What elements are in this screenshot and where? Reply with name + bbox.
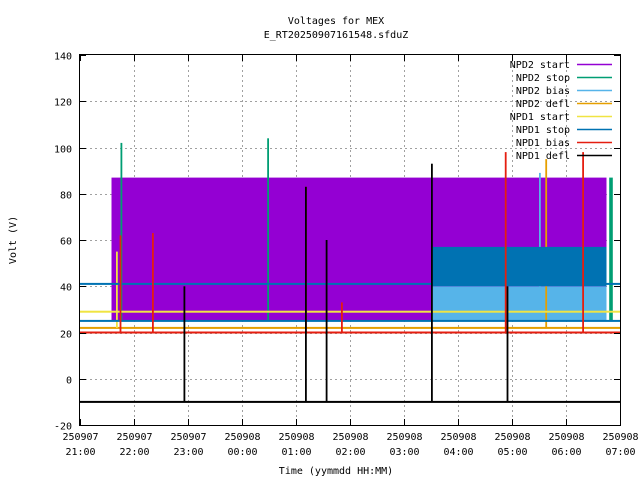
legend-label: NPD1 bias <box>516 138 570 149</box>
y-tick-label: 0 <box>66 376 72 387</box>
legend-label: NPD2 start <box>510 60 570 71</box>
data-segment <box>506 286 509 402</box>
data-segment <box>341 302 343 333</box>
series-layer <box>80 138 620 403</box>
chart-title: Voltages for MEX <box>288 16 384 27</box>
x-tick-time: 04:00 <box>443 447 473 458</box>
legend-label: NPD2 stop <box>516 73 570 84</box>
x-tick-date: 250907 <box>170 432 206 443</box>
legend: NPD2 start NPD2 stop NPD2 bias NPD2 defl NPD… <box>510 60 612 162</box>
y-tick-label: 20 <box>60 330 72 341</box>
data-segment <box>431 246 607 287</box>
series-npd1-stop <box>80 246 620 322</box>
data-segment <box>80 319 620 322</box>
data-segment <box>80 400 620 403</box>
ticks: -20 0 20 40 60 80 100 120 140 250907 21:00 250907 22… <box>54 52 639 459</box>
data-segment <box>545 159 548 328</box>
x-tick-date: 250908 <box>440 432 476 443</box>
x-tick-time: 21:00 <box>65 447 95 458</box>
plot-frame <box>79 54 621 426</box>
y-tick-label: -20 <box>54 422 72 433</box>
x-tick-time: 23:00 <box>173 447 203 458</box>
x-tick-date: 250907 <box>62 432 98 443</box>
x-tick-date: 250908 <box>224 432 260 443</box>
series-npd2-defl <box>80 159 620 329</box>
data-segment <box>431 163 433 402</box>
data-segment <box>120 142 123 321</box>
legend-label: NPD1 start <box>510 112 570 123</box>
data-segment <box>116 251 118 328</box>
y-tick-label: 100 <box>54 145 72 156</box>
legend-label: NPD1 defl <box>516 151 570 162</box>
data-segment <box>80 326 620 329</box>
x-tick-time: 03:00 <box>389 447 419 458</box>
data-segment <box>305 186 307 402</box>
series-npd1-start <box>80 251 620 328</box>
x-tick-time: 00:00 <box>227 447 257 458</box>
data-segment <box>80 282 620 285</box>
x-tick-date: 250908 <box>548 432 584 443</box>
x-tick-date: 250908 <box>278 432 314 443</box>
x-tick-date: 250908 <box>332 432 368 443</box>
x-tick-time: 01:00 <box>281 447 311 458</box>
x-tick-time: 05:00 <box>497 447 527 458</box>
x-tick-time: 06:00 <box>551 447 581 458</box>
x-tick-time: 22:00 <box>119 447 149 458</box>
x-tick-time: 02:00 <box>335 447 365 458</box>
x-tick-date: 250908 <box>386 432 422 443</box>
data-segment <box>119 235 122 333</box>
legend-label: NPD1 stop <box>516 125 570 136</box>
y-tick-label: 40 <box>60 283 72 294</box>
data-segment <box>504 152 507 333</box>
y-tick-label: 120 <box>54 98 72 109</box>
data-segment <box>80 331 620 334</box>
x-axis-label: Time (yymmdd HH:MM) <box>279 466 393 477</box>
x-tick-date: 250908 <box>494 432 530 443</box>
data-segment <box>267 138 269 321</box>
y-tick-label: 140 <box>54 52 72 63</box>
x-tick-date: 250908 <box>602 432 638 443</box>
data-segment <box>325 240 328 402</box>
legend-label: NPD2 defl <box>516 99 570 110</box>
chart-subtitle: E_RT20250907161548.sfduZ <box>264 30 409 41</box>
x-tick-date: 250907 <box>116 432 152 443</box>
y-tick-label: 80 <box>60 191 72 202</box>
y-axis-label: Volt (V) <box>8 216 19 264</box>
data-segment <box>582 152 584 333</box>
data-segment <box>183 286 186 402</box>
legend-label: NPD2 bias <box>516 86 570 97</box>
data-segment <box>431 286 607 321</box>
data-segment <box>80 310 620 313</box>
data-segment <box>152 233 154 333</box>
series-npd1-defl <box>80 163 620 403</box>
x-tick-time: 07:00 <box>605 447 635 458</box>
series-npd2-stop <box>120 138 613 321</box>
data-segment <box>609 177 613 321</box>
y-tick-label: 60 <box>60 237 72 248</box>
